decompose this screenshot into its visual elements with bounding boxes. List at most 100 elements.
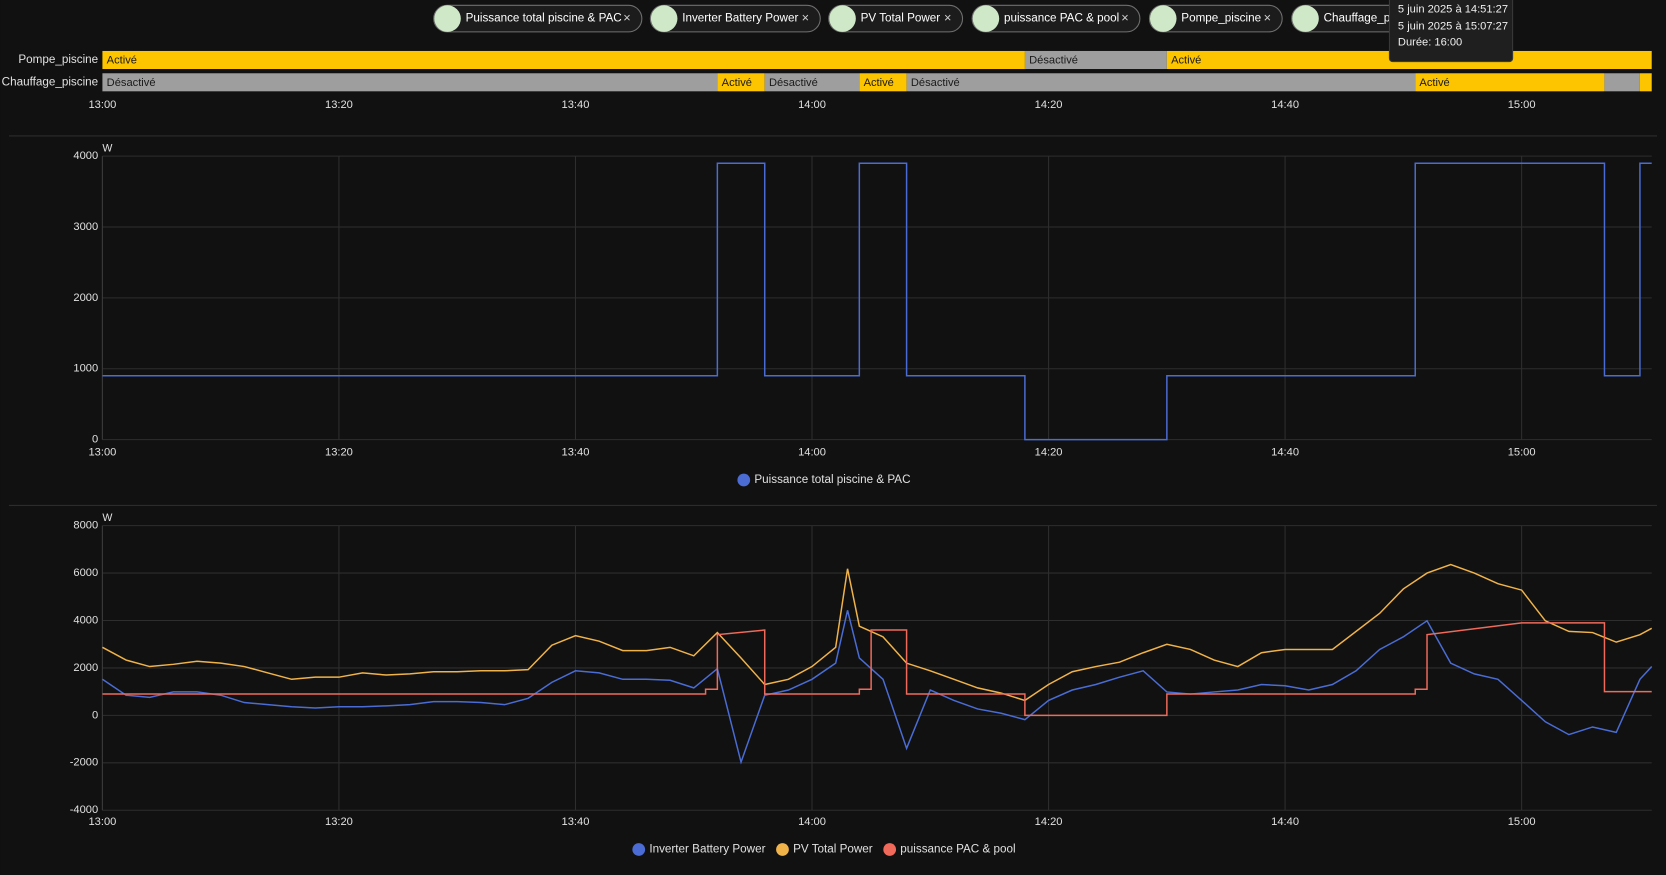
chip-remove: × — [1121, 10, 1128, 25]
y-tick-label: 4000 — [73, 614, 98, 626]
x-tick-label: 14:40 — [1271, 446, 1299, 458]
x-tick-label: 13:40 — [562, 816, 590, 828]
segment-label: Activé — [1171, 54, 1201, 66]
chip[interactable]: puissance PAC & pool × — [971, 4, 1141, 33]
unit-label: W — [102, 142, 112, 154]
segment-label: Activé — [722, 77, 752, 89]
charts: 0 1000 2000 3000 4000 13:00 13:20 13:40 14:00 14:… — [70, 142, 1653, 856]
tooltip: 5 juin 2025 à 14:51:27 5 juin 2025 à 15:… — [1388, 0, 1514, 63]
legend-swatch — [737, 473, 751, 487]
y-tick-label: 0 — [92, 434, 98, 446]
timeline-segment — [102, 73, 718, 92]
legend-swatch — [883, 843, 897, 856]
y-tick-label: 3000 — [73, 221, 98, 233]
legend-swatch — [632, 843, 646, 856]
x-tick-label: 13:00 — [88, 446, 116, 458]
chip-remove: × — [1264, 10, 1271, 25]
x-tick-label: 15:00 — [1508, 816, 1536, 828]
y-tick-label: 4000 — [73, 150, 98, 162]
chip-icon — [829, 5, 856, 32]
chip-icon — [1292, 5, 1319, 32]
x-tick-label: 14:20 — [1035, 816, 1063, 828]
x-tick-label: 13:20 — [325, 99, 353, 111]
row-label: Pompe_piscine — [18, 53, 98, 66]
y-tick-label: 8000 — [73, 520, 98, 532]
chip-box — [433, 4, 643, 33]
legend-item[interactable]: puissance PAC & pool — [883, 843, 1016, 856]
y-tick-label: 2000 — [73, 292, 98, 304]
y-tick-label: -4000 — [70, 804, 98, 816]
x-tick-label: 15:00 — [1508, 99, 1536, 111]
chip[interactable]: Pompe_piscine × — [1148, 4, 1283, 33]
chip-box — [1148, 4, 1283, 33]
chip-remove: × — [944, 10, 951, 25]
x-tick-label: 13:00 — [88, 816, 116, 828]
y-tick-label: -2000 — [70, 757, 98, 769]
x-tick-label: 14:20 — [1035, 99, 1063, 111]
legend-label: Puissance total piscine & PAC — [754, 473, 910, 486]
x-tick-label: 14:00 — [798, 816, 826, 828]
legend: Inverter Battery Power PV Total Power puis… — [632, 843, 1016, 856]
chip-icon — [1149, 5, 1177, 32]
timeline-segment — [764, 73, 860, 92]
timeline-segment — [1639, 73, 1652, 92]
chip-label: puissance PAC & pool — [1004, 12, 1119, 25]
legend-label: puissance PAC & pool — [900, 843, 1015, 856]
legend: Puissance total piscine & PAC — [737, 473, 911, 487]
legend-item[interactable]: PV Total Power — [776, 843, 873, 856]
x-tick-label: 14:40 — [1271, 816, 1299, 828]
segment-label: Désactivé — [769, 77, 818, 89]
chip-icon — [650, 5, 678, 32]
series-line — [102, 162, 1652, 441]
legend-item[interactable]: Inverter Battery Power — [632, 843, 766, 856]
y-tick-label: 2000 — [73, 662, 98, 674]
series-line — [102, 622, 1652, 717]
timeline-segment — [1415, 73, 1605, 92]
y-tick-label: 0 — [92, 709, 98, 721]
chip[interactable]: Puissance total piscine & PAC × — [433, 4, 643, 33]
y-tick-label: 6000 — [73, 567, 98, 579]
x-tick-label: 13:20 — [325, 446, 353, 458]
tooltip-line: 5 juin 2025 à 14:51:27 — [1398, 3, 1508, 15]
tooltip-line: Durée: 16:00 — [1398, 36, 1462, 48]
chip[interactable]: PV Total Power × — [828, 4, 964, 33]
x-tick-label: 13:00 — [88, 99, 116, 111]
legend-swatch — [776, 843, 789, 856]
segment-label: Activé — [864, 77, 894, 89]
x-tick-label: 14:00 — [798, 446, 826, 458]
x-tick-label: 13:20 — [325, 816, 353, 828]
legend-item[interactable]: Puissance total piscine & PAC — [737, 473, 911, 487]
x-tick-label: 15:00 — [1508, 446, 1536, 458]
tooltip-box — [1388, 0, 1514, 63]
legend-label: PV Total Power — [793, 843, 873, 856]
chip-icon — [434, 5, 461, 32]
x-tick-label: 14:00 — [798, 99, 826, 111]
tooltip-line: 5 juin 2025 à 15:07:27 — [1398, 20, 1508, 32]
x-tick-label: 14:40 — [1271, 99, 1299, 111]
segment-label: Activé — [107, 54, 137, 66]
line-chart: -4000 -2000 0 2000 4000 6000 8000 13:00 13:20 13:… — [70, 512, 1653, 856]
timeline-segment — [717, 73, 765, 92]
y-tick-label: 1000 — [73, 363, 98, 375]
segment-label: Désactivé — [107, 77, 156, 89]
chip-box — [828, 4, 964, 33]
chip-remove: × — [802, 10, 809, 25]
chip-bar: Puissance total piscine & PAC × Inverter B… — [433, 4, 1467, 33]
timeline-segment — [1024, 50, 1167, 70]
unit-label: W — [102, 512, 112, 524]
chip-label: Inverter Battery Power — [682, 12, 798, 25]
segment-label: Activé — [1419, 77, 1449, 89]
chip[interactable]: Inverter Battery Power × — [649, 4, 821, 33]
timeline-segment — [1604, 73, 1640, 92]
row-label: Chauffage_piscine — [2, 75, 98, 88]
legend-label: Inverter Battery Power — [649, 843, 765, 856]
x-tick-label: 14:20 — [1035, 446, 1063, 458]
timeline: Pompe_piscine Activé Désactivé Activé Chauff… — [2, 50, 1652, 111]
timeline-segment — [859, 73, 907, 92]
x-tick-label: 13:40 — [562, 446, 590, 458]
chip-label: Pompe_piscine — [1181, 12, 1261, 25]
chip-box — [971, 4, 1141, 33]
chip-remove: × — [623, 10, 630, 25]
